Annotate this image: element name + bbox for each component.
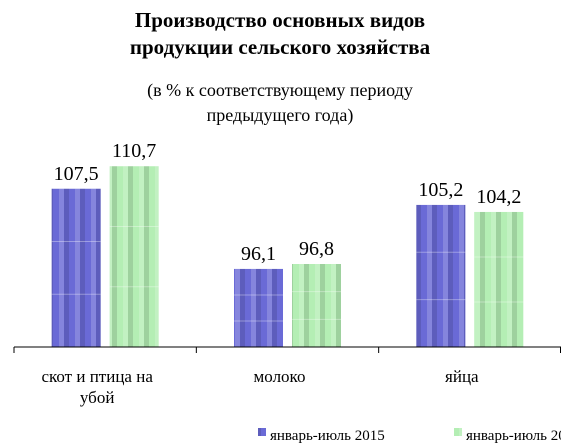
value-label: 110,7 — [112, 140, 156, 162]
chart-subtitle: предыдущего года) — [207, 105, 354, 126]
legend-label: январь-июль 2015 — [270, 428, 385, 444]
x-tick-label: скот и птица на убой — [41, 367, 153, 407]
chart-subtitle: (в % к соответствующему периоду — [147, 80, 413, 101]
value-label: 96,8 — [299, 238, 334, 260]
legend-swatch-texture — [454, 428, 462, 436]
bar-texture — [234, 268, 283, 347]
legend-label: январь-июль 2016 — [466, 428, 561, 444]
value-label: 104,2 — [476, 186, 521, 208]
chart-title: Производство основных видов — [135, 8, 425, 32]
bar-texture — [416, 204, 466, 347]
bar-texture — [474, 211, 524, 347]
value-label: 107,5 — [54, 163, 99, 185]
bar-texture — [292, 264, 341, 347]
bar-texture — [109, 166, 159, 347]
value-label: 96,1 — [241, 243, 276, 265]
bar-texture — [51, 188, 101, 347]
x-tick-label: молоко — [253, 367, 306, 386]
legend-swatch-texture — [258, 428, 266, 436]
chart-title: продукции сельского хозяйства — [130, 35, 431, 59]
value-label: 105,2 — [418, 179, 463, 201]
x-tick-label: яйца — [445, 367, 479, 386]
